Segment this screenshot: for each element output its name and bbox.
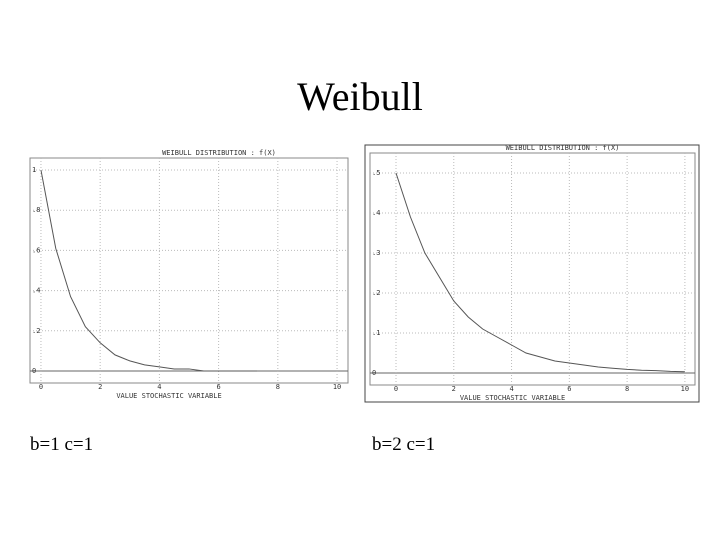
y-tick-label: .6	[32, 246, 40, 254]
x-tick-label: 2	[98, 383, 102, 391]
y-tick-label: .5	[372, 169, 380, 177]
x-tick-label: 8	[276, 383, 280, 391]
y-tick-label: .4	[32, 287, 40, 295]
x-tick-label: 4	[157, 383, 161, 391]
y-tick-label: .1	[372, 329, 380, 337]
y-tick-label: .3	[372, 249, 380, 257]
x-tick-label: 0	[394, 385, 398, 393]
x-tick-label: 6	[567, 385, 571, 393]
x-tick-label: 6	[216, 383, 220, 391]
plot-area	[369, 152, 696, 386]
y-tick-label: 1	[32, 166, 36, 174]
x-tick-label: 10	[333, 383, 341, 391]
x-axis-label: VALUE STOCHASTIC VARIABLE	[116, 392, 221, 400]
series-line	[395, 172, 685, 373]
x-tick-label: 8	[625, 385, 629, 393]
y-tick-label: .2	[372, 289, 380, 297]
slide-title: Weibull	[297, 74, 423, 119]
chart-caption: b=1 c=1	[30, 434, 93, 455]
x-tick-label: 10	[681, 385, 689, 393]
y-tick-label: .2	[32, 327, 40, 335]
chart-title: WEIBULL DISTRIBUTION : f(X)	[506, 144, 620, 152]
series-line	[40, 169, 258, 372]
y-tick-label: .8	[32, 206, 40, 214]
chart-caption: b=2 c=1	[372, 434, 435, 455]
x-tick-label: 0	[39, 383, 43, 391]
y-tick-label: 0	[372, 369, 376, 377]
x-tick-label: 2	[452, 385, 456, 393]
x-tick-label: 4	[509, 385, 513, 393]
y-tick-label: .4	[372, 209, 380, 217]
plot-area	[29, 157, 349, 384]
chart-title: WEIBULL DISTRIBUTION : f(X)	[162, 149, 276, 157]
y-tick-label: 0	[32, 367, 36, 375]
x-axis-label: VALUE STOCHASTIC VARIABLE	[460, 394, 565, 402]
chart-frame	[364, 144, 700, 403]
